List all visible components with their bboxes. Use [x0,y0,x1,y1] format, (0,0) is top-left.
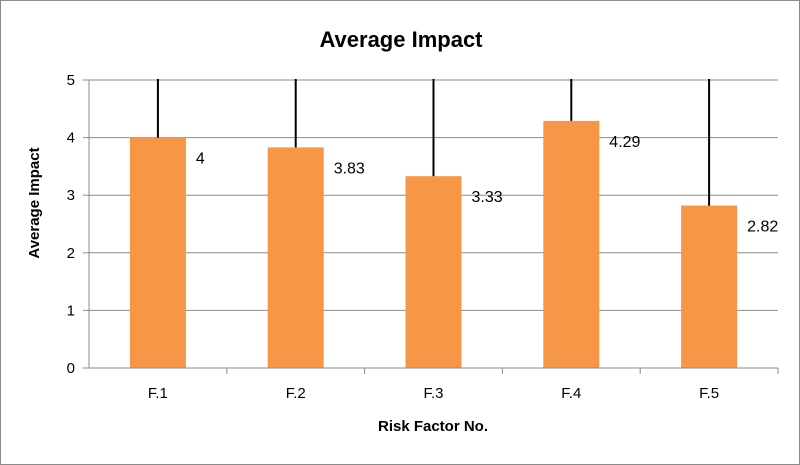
x-tick-label: F.5 [699,385,719,402]
x-tick-label: F.1 [148,385,168,402]
y-tick-label: 3 [67,187,75,204]
data-label: 2.82 [747,219,778,236]
data-label: 4 [196,151,205,168]
data-label: 3.33 [472,189,503,206]
y-tick-label: 0 [67,360,75,377]
bar-F.3 [405,176,462,368]
y-tick-label: 2 [67,245,75,262]
bars-layer: 4 3.83 3.33 4.29 2.82 [129,79,778,369]
data-label: 3.83 [334,160,365,177]
chart-title: Average Impact [319,27,483,52]
y-axis-title: Average Impact [26,147,43,258]
x-axis-title: Risk Factor No. [378,418,488,435]
bar-F.5 [681,205,738,368]
y-tick-label: 1 [67,302,75,319]
bar-F.4 [543,120,600,369]
data-label: 4.29 [609,134,640,151]
x-tick-label: F.3 [423,385,443,402]
x-tick-label: F.4 [561,385,581,402]
x-tick-label: F.2 [286,385,306,402]
y-tick-label: 5 [67,72,75,89]
bar-F.2 [267,147,324,368]
axes-layer: 0 1 2 3 4 5 F.1 F.2 F.3 F.4 F.5 [67,72,779,402]
y-tick-label: 4 [67,130,75,147]
bar-F.1 [129,137,186,368]
